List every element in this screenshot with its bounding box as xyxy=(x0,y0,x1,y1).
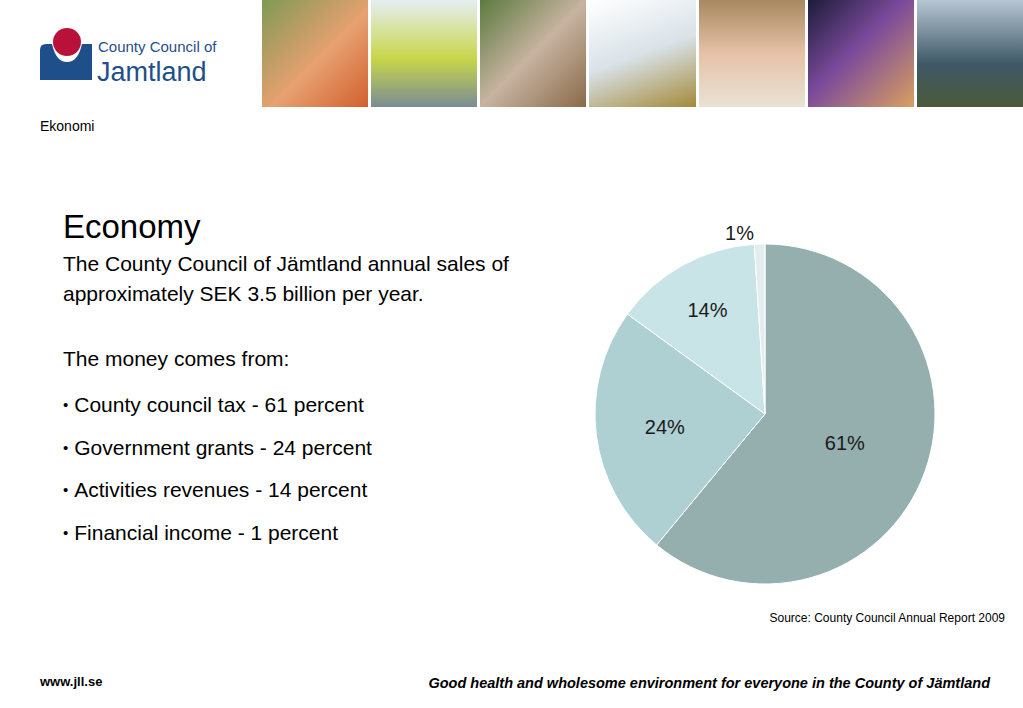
html-text:Good health and wholesome envi: Good health and wholesome environment fo… xyxy=(428,675,990,691)
html-text:Activities revenues - 14 perce: Activities revenues - 14 percent xyxy=(74,478,368,501)
html-text:Financial income - 1 percent: Financial income - 1 percent xyxy=(74,520,339,544)
html-text:Source: County Council Annual: Source: County Council Annual Report 200… xyxy=(769,611,1005,625)
svg-text:County Council of: County Council of xyxy=(98,38,217,55)
svg-text:Jamtland: Jamtland xyxy=(97,57,207,87)
html-text:Ekonomi: Ekonomi xyxy=(40,118,95,134)
svg-text:1%: 1% xyxy=(725,222,754,244)
html-text:County council tax - 61 percen: County council tax - 61 percent xyxy=(74,393,364,416)
svg-text:24%: 24% xyxy=(645,416,685,438)
html-text:Government grants - 24 percent: Government grants - 24 percent xyxy=(74,435,372,459)
html-text:The money comes from:: The money comes from: xyxy=(63,347,290,370)
html-text:The County Council of Jämtland: The County Council of Jämtland annual sa… xyxy=(63,252,509,305)
svg-text:14%: 14% xyxy=(687,299,727,321)
html-text:www.jll.se: www.jll.se xyxy=(40,674,103,689)
html-text:Economy: Economy xyxy=(63,208,201,245)
svg-text:61%: 61% xyxy=(825,432,865,454)
